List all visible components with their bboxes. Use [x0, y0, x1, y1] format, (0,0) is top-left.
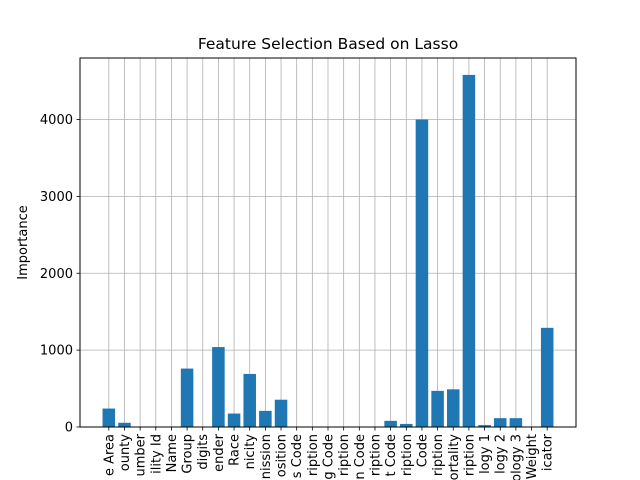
x-tick-label: Code [415, 434, 430, 467]
bar [462, 74, 476, 427]
bar [243, 373, 256, 427]
x-tick-label: nicity [243, 434, 258, 470]
x-tick-label: ription [431, 434, 446, 476]
bar [212, 347, 225, 427]
x-tick-label: s Code [290, 434, 305, 478]
x-tick-label: Group [181, 434, 196, 474]
y-tick-label: 1000 [40, 344, 73, 359]
bar [274, 399, 288, 427]
x-tick-label: ription [368, 434, 383, 476]
y-tick-label: 0 [65, 421, 73, 436]
bar [259, 410, 272, 427]
x-tick-label: ology 3 [509, 434, 524, 480]
x-tick-label: ription [462, 434, 477, 476]
x-tick-label: t Code [384, 434, 399, 477]
x-tick-label: logy 1 [478, 434, 493, 474]
bar [180, 368, 194, 427]
x-tick-label: Weight [525, 434, 540, 479]
bar [400, 423, 413, 427]
x-tick-label: ility Id [149, 434, 164, 474]
x-tick-label: Name [165, 434, 180, 472]
x-tick-label: ription [400, 434, 415, 476]
bar [227, 413, 241, 427]
bar [431, 390, 444, 427]
y-tick-label: 2000 [40, 267, 73, 282]
y-tick-label: 3000 [40, 190, 73, 205]
bar [384, 420, 397, 427]
x-tick-label: umber [134, 433, 149, 476]
x-tick-label: e Area [102, 434, 117, 476]
bars [102, 74, 554, 427]
x-tick-label: ender [212, 433, 227, 471]
bar [415, 119, 429, 427]
y-tick-label: 4000 [40, 113, 73, 128]
bar [446, 389, 460, 427]
axes: 0 1000 2000 3000 4000 e Area ounty umber ility I… [40, 113, 556, 480]
x-tick-label: digits [196, 434, 211, 470]
x-tick-label: ription [337, 434, 352, 476]
bar [102, 408, 116, 427]
x-tick-label: n Code [353, 434, 368, 480]
x-tick-label: ortality [447, 434, 462, 480]
x-tick-label: ounty [118, 434, 133, 472]
bar [118, 422, 131, 427]
chart-title: Feature Selection Based on Lasso [198, 35, 458, 53]
x-tick-label: osition [275, 434, 290, 477]
x-tick-label: icator [541, 433, 556, 471]
bar [540, 327, 554, 427]
bar [493, 418, 507, 427]
x-tick-label: nission [259, 434, 274, 479]
x-tick-label: ription [306, 434, 321, 476]
bar [478, 425, 491, 427]
x-tick-label: g Code [322, 434, 337, 480]
y-axis-label: Importance [16, 205, 31, 280]
x-tick-label: logy 2 [494, 434, 509, 474]
x-tick-label: Race [228, 434, 243, 466]
bar [509, 418, 523, 427]
